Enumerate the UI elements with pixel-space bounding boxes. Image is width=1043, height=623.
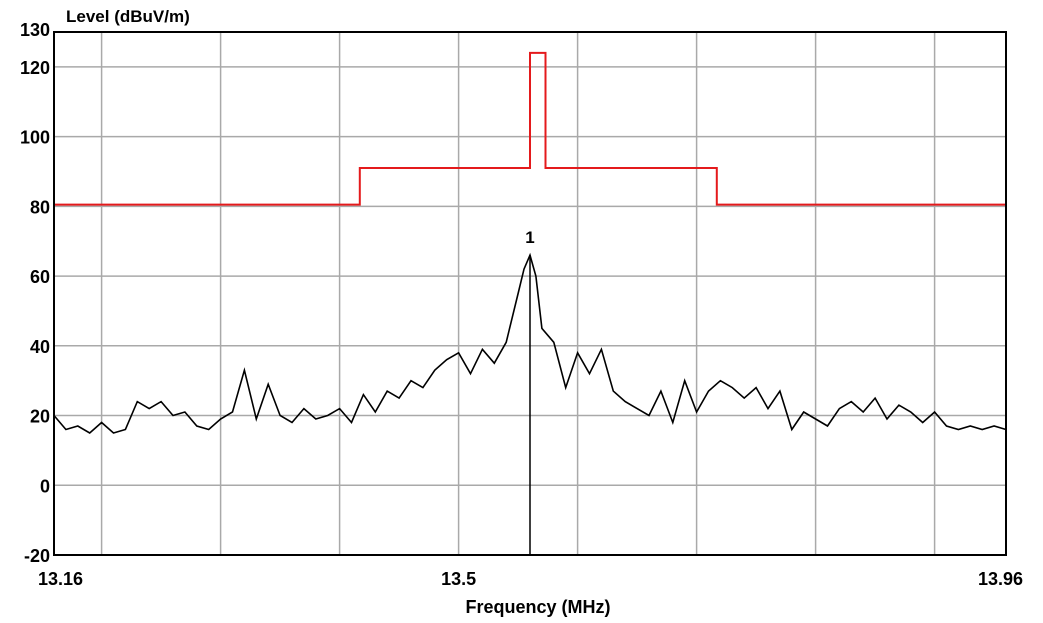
marker-label: 1 [525,228,534,247]
series-layer [53,51,1007,434]
y-tick-label: 120 [20,58,50,78]
y-tick-label: 130 [20,20,50,40]
x-tick-label: 13.5 [441,569,476,589]
x-axis-label: Frequency (MHz) [465,597,610,617]
measurement-trace [53,252,1007,434]
y-tick-label: 100 [20,128,50,148]
limit-line [54,51,1006,206]
plot-area-frame [53,31,1007,556]
y-tick-label: 0 [40,476,50,496]
y-tick-label: 60 [30,267,50,287]
y-axis-label: Level (dBuV/m) [66,7,190,26]
x-axis-tick-labels: 13.16 13.5 13.96 [38,569,1023,589]
markers-layer: 1 [525,228,535,555]
y-tick-label: 20 [30,407,50,427]
y-axis-tick-labels: -20 0 20 40 60 80 100 120 130 [20,20,50,566]
x-tick-label: 13.16 [38,569,83,589]
y-tick-label: -20 [24,546,50,566]
y-tick-label: 80 [30,197,50,217]
x-tick-label: 13.96 [978,569,1023,589]
y-tick-label: 40 [30,337,50,357]
